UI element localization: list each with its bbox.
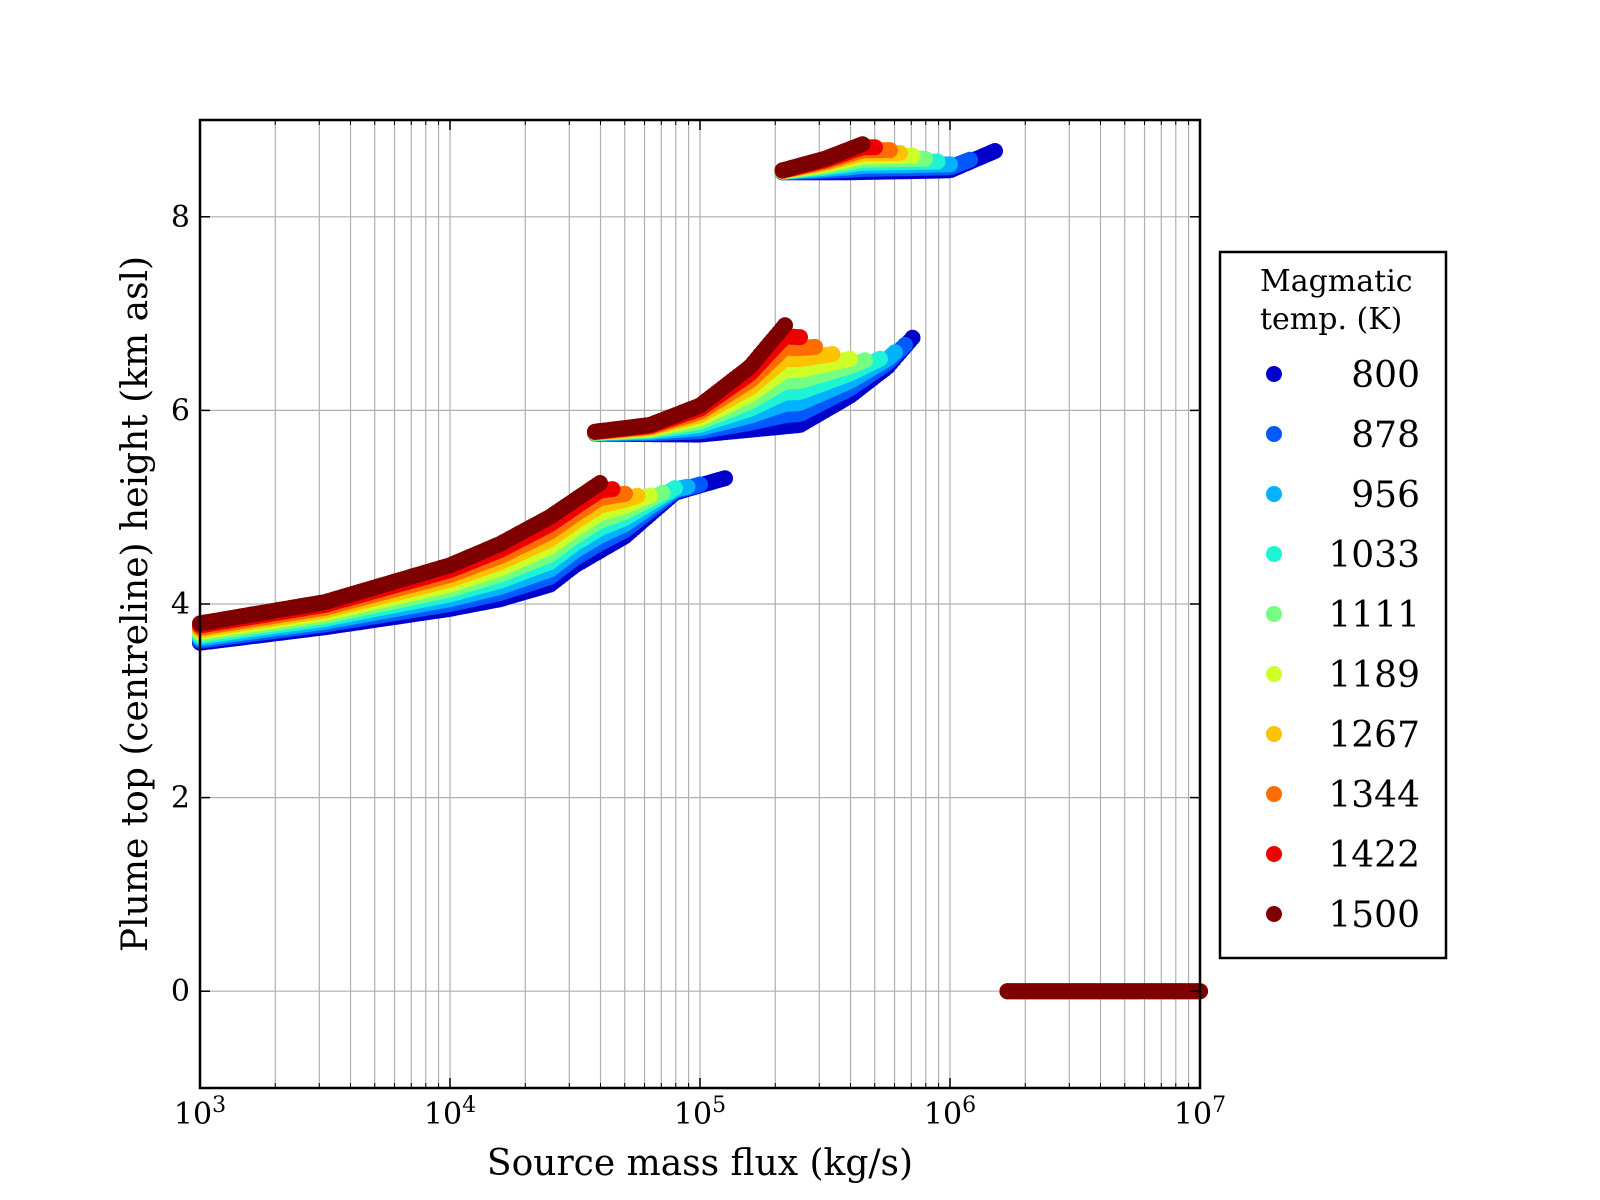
legend-marker (1266, 606, 1282, 622)
data-point-1111 (917, 150, 933, 167)
legend-box (1218, 250, 1448, 960)
grid-lines (200, 120, 1200, 1088)
legend-marker (1266, 786, 1282, 802)
data-point-1267 (629, 487, 646, 504)
legend-entry-label: 878 (1351, 415, 1420, 456)
legend-entry-label: 1111 (1328, 595, 1420, 636)
x-tick-label: 104 (424, 1093, 476, 1132)
y-tick-label: 0 (171, 974, 190, 1009)
y-tick-label: 6 (171, 393, 190, 428)
legend-marker (1266, 426, 1282, 442)
data-point-1033 (872, 350, 888, 367)
data-point-1033 (929, 153, 946, 170)
y-tick-label: 2 (171, 781, 190, 816)
data-point-1344 (617, 485, 633, 502)
y-tick-label: 4 (171, 587, 190, 622)
legend-entries: 800 878 956 1033 1111 1189 1267 1344 1422 1500 (1266, 355, 1420, 936)
data-point-800 (987, 143, 1003, 159)
x-tick-label: 105 (674, 1093, 726, 1132)
x-tick-label: 103 (174, 1093, 226, 1132)
legend-entry-label: 800 (1351, 355, 1420, 396)
legend-entry-label: 1500 (1328, 895, 1420, 936)
x-axis-label: Source mass flux (kg/s) (487, 1143, 913, 1184)
x-tick-label: 107 (1174, 1093, 1226, 1132)
y-axis-label: Plume top (centreline) height (km asl) (115, 256, 156, 952)
legend-marker (1266, 906, 1282, 922)
data-point-1422 (867, 139, 883, 156)
data-point-1189 (904, 147, 921, 164)
legend-marker (1266, 366, 1282, 382)
legend-entry-label: 1422 (1328, 835, 1420, 876)
legend-title-line2: temp. (K) (1260, 302, 1402, 337)
legend: Magmatic temp. (K) 800 878 956 1033 1111 1189… (1218, 250, 1448, 960)
data-point-878 (692, 476, 708, 493)
x-tick-labels: 103 104 105 106 107 (174, 1093, 1226, 1132)
legend-marker (1266, 846, 1282, 862)
data-point-1033 (667, 480, 683, 497)
legend-marker (1266, 726, 1282, 742)
legend-marker (1266, 666, 1282, 682)
legend-entry-label: 956 (1351, 475, 1420, 516)
axis-ticks (199, 120, 1201, 1088)
data-point-1422 (604, 481, 621, 498)
legend-marker (1266, 546, 1282, 562)
legend-entry-label: 1033 (1328, 535, 1420, 576)
x-tick-label: 106 (924, 1093, 976, 1132)
data-point-1500 (777, 317, 793, 334)
legend-entry-label: 1189 (1328, 655, 1420, 696)
legend-entry-label: 1267 (1328, 715, 1420, 756)
data-point-956 (887, 344, 903, 361)
data-point-1189 (842, 350, 858, 367)
y-tick-labels: 0 2 4 6 8 (171, 200, 190, 1009)
data-point-1111 (654, 484, 671, 501)
data-point-1344 (882, 142, 898, 159)
data-point-1111 (857, 352, 873, 369)
legend-title-line1: Magmatic (1260, 264, 1413, 299)
data-point-1422 (792, 329, 808, 346)
data-point-1344 (807, 338, 823, 355)
data-point-956 (679, 478, 696, 495)
legend-marker (1266, 486, 1282, 502)
data-point-1500 (592, 475, 608, 491)
data-point-800 (717, 470, 733, 487)
data-point-956 (942, 156, 958, 173)
y-tick-label: 8 (171, 200, 190, 235)
data-point-1267 (824, 346, 841, 363)
data-point-1500 (854, 136, 871, 153)
data-point-878 (962, 151, 978, 168)
legend-entry-label: 1344 (1328, 775, 1420, 816)
data-point-1189 (642, 487, 658, 504)
data-points (192, 136, 1208, 1000)
